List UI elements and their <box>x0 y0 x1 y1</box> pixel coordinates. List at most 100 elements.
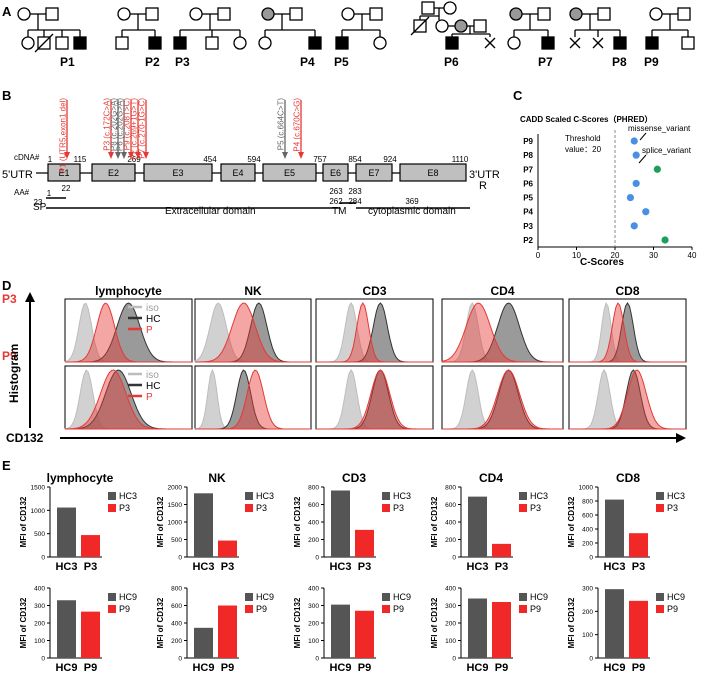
male-symbol <box>115 36 129 50</box>
bar-ytick-label: 200 <box>34 621 45 628</box>
male-symbol <box>205 36 219 50</box>
bar-legend-swatch <box>519 593 527 601</box>
bar-legend-swatch <box>519 605 527 613</box>
variant-arrowhead <box>108 152 114 159</box>
bar-ytick-label: 800 <box>445 485 456 492</box>
flow-title-CD3: CD3 <box>362 284 386 298</box>
histogram-p <box>442 369 563 430</box>
cd132-arrowhead <box>676 433 686 443</box>
female-symbol <box>507 36 521 50</box>
panel-label-c: C <box>513 88 523 103</box>
cadd-ytick-label: P6 <box>523 179 533 188</box>
aa-pos: 283 <box>348 187 362 196</box>
flow-legend-label-p: P <box>146 325 153 336</box>
female-symbol <box>189 7 203 21</box>
panel-label-a: A <box>2 4 12 19</box>
bar-P3 <box>218 540 237 557</box>
bar-HC3 <box>468 496 487 557</box>
bar-HC9 <box>331 604 350 658</box>
bar-legend-swatch <box>382 593 390 601</box>
bar-HC3 <box>57 507 76 557</box>
bar-legend-swatch <box>108 504 116 512</box>
variant-label: P2 (c.269+1G>T) <box>130 98 139 160</box>
bar-xtick-label: HC9 <box>329 662 351 674</box>
cadd-ytick-label: P7 <box>523 165 533 174</box>
bar-ytick-label: 0 <box>452 555 456 562</box>
patient-label-p8: P8 <box>612 55 627 69</box>
male-symbol <box>289 7 303 21</box>
bar-xtick-label: P9 <box>358 662 371 674</box>
variant-arrowhead <box>298 152 304 159</box>
variant-label: P4 (c.670C>G) <box>293 98 302 152</box>
bar-ytick-label: 600 <box>582 513 593 520</box>
bar-xtick-label: P3 <box>221 561 234 573</box>
exon-label-4: E4 <box>232 168 243 178</box>
bar-legend-label: HC3 <box>393 491 411 501</box>
histogram-arrowhead <box>25 292 35 302</box>
flow-title-CD4: CD4 <box>490 284 514 298</box>
utr3-label: 3'UTR <box>469 169 500 181</box>
bar-legend-swatch <box>245 605 253 613</box>
bar-HC9 <box>194 627 213 658</box>
histogram-p <box>569 302 686 363</box>
variant-arrowhead <box>282 152 288 159</box>
bar-chart-title: lymphocyte <box>47 471 114 485</box>
bar-ytick-label: 0 <box>452 656 456 663</box>
female-symbol <box>258 36 272 50</box>
male-symbol <box>45 7 59 21</box>
bar-ytick-label: 300 <box>308 603 319 610</box>
flow-histogram-panel: P3 P9 Histogram CD132 lymphocyte NK CD3 CD4… <box>2 284 687 445</box>
cadd-point-P5 <box>626 193 635 202</box>
bar-ylabel: MFI of CD132 <box>567 597 576 648</box>
bar-ytick-label: 1000 <box>579 485 594 492</box>
flow-title-NK: NK <box>244 284 262 298</box>
bar-legend-swatch <box>382 605 390 613</box>
exon-label-3: E3 <box>172 168 183 178</box>
male-symbol <box>173 36 187 50</box>
histogram-p <box>195 302 311 363</box>
cadd-ytick-label: P9 <box>523 137 533 146</box>
bar-legend-swatch <box>656 492 664 500</box>
bar-ytick-label: 0 <box>315 656 319 663</box>
deceased-mark <box>484 37 496 49</box>
bar-legend-label: HC9 <box>667 592 685 602</box>
bar-ytick-label: 600 <box>171 603 182 610</box>
bar-ylabel: MFI of CD132 <box>430 496 439 547</box>
extracellular-label: Extracellular domain <box>165 206 256 217</box>
utr3-label-wrap: R <box>479 180 487 192</box>
bar-HC9 <box>468 598 487 658</box>
exon-label-1: E1 <box>58 168 69 178</box>
variant-label: P8 (c.202G>A) <box>110 98 119 151</box>
bar-legend-label: HC9 <box>530 592 548 602</box>
male-symbol <box>421 1 435 15</box>
panel-label-e: E <box>2 458 11 473</box>
cadd-point-P7 <box>653 165 661 173</box>
bar-ytick-label: 100 <box>34 638 45 645</box>
bar-ylabel: MFI of CD132 <box>293 597 302 648</box>
bar-legend-swatch <box>382 492 390 500</box>
cadd-panel: CADD Scaled C-Scores（PHRED） Threshold va… <box>520 114 697 268</box>
aa-label: AA# <box>14 188 30 197</box>
bar-legend-swatch <box>245 504 253 512</box>
bar-ytick-label: 400 <box>308 520 319 527</box>
sp-label: SP <box>33 202 47 213</box>
bar-ylabel: MFI of CD132 <box>19 597 28 648</box>
bar-ytick-label: 400 <box>582 527 593 534</box>
bar-ytick-label: 400 <box>308 586 319 593</box>
bar-ytick-label: 200 <box>171 638 182 645</box>
panel-label-d: D <box>2 278 11 293</box>
splice-pointer <box>638 154 647 164</box>
female-symbol <box>509 7 523 21</box>
cdna-pos: 924 <box>383 155 397 164</box>
male-symbol <box>73 36 87 50</box>
bar-xtick-label: P3 <box>358 561 371 573</box>
cadd-ytick-label: P5 <box>523 194 533 203</box>
male-symbol <box>681 36 695 50</box>
bar-xtick-label: HC3 <box>329 561 351 573</box>
bar-legend-label: P9 <box>256 604 267 614</box>
male-symbol <box>677 7 691 21</box>
aa-pos: 284 <box>348 197 362 206</box>
bar-P9 <box>629 600 648 658</box>
pedigree-panel: P1 P2 P3 P4 P5 P6 P7 P8 P9 <box>17 1 695 69</box>
